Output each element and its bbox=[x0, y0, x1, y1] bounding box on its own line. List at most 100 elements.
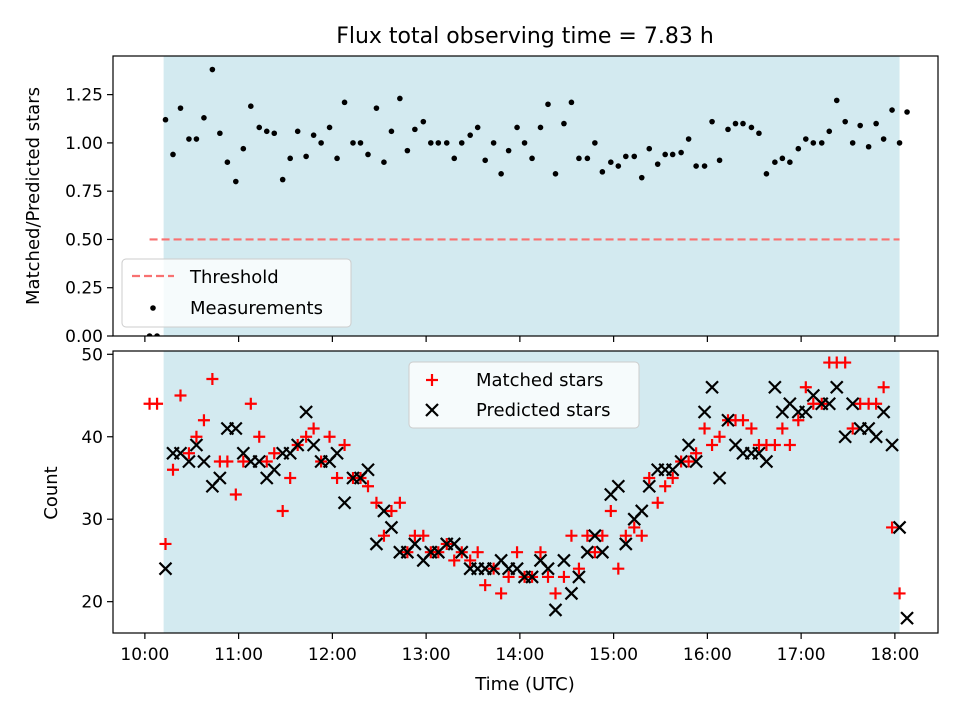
predicted-star-point bbox=[454, 545, 469, 559]
matched-star-point bbox=[229, 488, 242, 501]
matched-star-point bbox=[167, 463, 179, 476]
measurement-point bbox=[162, 116, 169, 123]
measurement-point bbox=[880, 136, 887, 142]
matched-star-point bbox=[237, 455, 250, 468]
predicted-star-point bbox=[306, 438, 321, 452]
measurement-point bbox=[654, 161, 661, 167]
predicted-star-point bbox=[158, 561, 173, 576]
y-tick-label: 0.75 bbox=[65, 182, 103, 202]
matched-star-point bbox=[557, 570, 570, 583]
measurement-point bbox=[669, 151, 676, 158]
measurement-point bbox=[294, 128, 301, 135]
measurement-point bbox=[779, 155, 786, 162]
x-axis-label: Time (UTC) bbox=[474, 674, 575, 695]
predicted-star-point bbox=[674, 454, 688, 469]
predicted-star-point bbox=[838, 429, 852, 444]
predicted-star-point bbox=[557, 553, 571, 568]
predicted-star-point bbox=[697, 405, 712, 419]
measurement-point bbox=[467, 132, 473, 138]
matched-star-point bbox=[393, 496, 406, 509]
matched-star-point bbox=[839, 356, 852, 369]
measurement-point bbox=[693, 163, 699, 169]
measurement-point bbox=[514, 124, 520, 131]
y-tick-label: 0.25 bbox=[65, 279, 103, 299]
matched-star-point bbox=[151, 397, 164, 410]
measurement-point bbox=[186, 136, 192, 142]
ratio-legend-box bbox=[121, 258, 352, 328]
y-tick-label: 1.00 bbox=[65, 134, 103, 154]
measurement-point bbox=[740, 120, 746, 127]
y-tick-label: 1.25 bbox=[65, 86, 103, 106]
predicted-star-point bbox=[541, 561, 555, 576]
measurement-point bbox=[420, 118, 427, 125]
matched-star-point bbox=[331, 471, 344, 484]
x-tick-label: 12:00 bbox=[308, 645, 357, 665]
predicted-star-point bbox=[572, 570, 586, 584]
predicted-star-point bbox=[829, 380, 844, 395]
matched-star-point bbox=[307, 422, 320, 435]
predicted-star-point bbox=[822, 396, 837, 411]
measurement-point bbox=[646, 145, 653, 152]
predicted-star-point bbox=[892, 520, 907, 535]
measurement-point bbox=[685, 136, 692, 142]
measurement-point bbox=[904, 109, 910, 115]
matched-star-point bbox=[792, 414, 805, 427]
measurement-point bbox=[287, 155, 293, 162]
legend-measurements-marker bbox=[150, 305, 156, 311]
matched-star-point bbox=[284, 471, 297, 484]
y-tick-label: 50 bbox=[81, 345, 103, 365]
matched-star-point bbox=[604, 504, 617, 517]
measurement-point bbox=[725, 126, 731, 133]
measurement-point bbox=[576, 155, 582, 162]
predicted-star-point bbox=[876, 405, 891, 419]
matched-star-point bbox=[886, 521, 899, 534]
measurement-point bbox=[545, 101, 551, 108]
measurement-point bbox=[373, 105, 380, 111]
predicted-star-point bbox=[182, 454, 196, 469]
predicted-star-point bbox=[252, 454, 267, 469]
legend-matched-label: Matched stars bbox=[476, 370, 603, 391]
measurement-point bbox=[310, 132, 317, 138]
predicted-star-point bbox=[642, 479, 657, 494]
matched-star-point bbox=[745, 422, 758, 435]
measurement-point bbox=[865, 143, 872, 150]
predicted-star-point bbox=[361, 462, 375, 477]
matched-star-point bbox=[385, 504, 398, 517]
measurement-point bbox=[217, 130, 223, 137]
legend-matched-marker bbox=[426, 374, 438, 386]
measurement-point bbox=[404, 147, 411, 154]
measurement-point bbox=[678, 149, 684, 156]
matched-star-point bbox=[572, 562, 585, 575]
matched-star-point bbox=[338, 439, 351, 451]
matched-star-point bbox=[182, 447, 195, 460]
measurement-point bbox=[631, 153, 638, 160]
measurement-point bbox=[803, 136, 809, 142]
matched-star-point bbox=[870, 397, 883, 410]
measurement-point bbox=[873, 120, 879, 127]
measurement-point bbox=[341, 99, 348, 106]
matched-star-point bbox=[534, 546, 547, 559]
chart-title: Flux total observing time = 7.83 h bbox=[336, 24, 714, 49]
ratio-panel-ylabel: Matched/Predicted stars bbox=[23, 87, 44, 305]
measurement-point bbox=[428, 140, 434, 146]
matched-star-point bbox=[628, 521, 641, 534]
matched-star-point bbox=[417, 529, 430, 542]
matched-star-point bbox=[893, 587, 906, 600]
measurement-point bbox=[826, 128, 833, 135]
matched-star-point bbox=[511, 546, 524, 559]
matched-star-point bbox=[464, 554, 477, 567]
measurement-point bbox=[833, 97, 840, 104]
x-tick-label: 18:00 bbox=[870, 645, 919, 665]
measurement-point bbox=[490, 140, 497, 146]
measurement-point bbox=[146, 333, 153, 336]
matched-star-point bbox=[159, 537, 172, 550]
x-tick-label: 14:00 bbox=[495, 645, 544, 665]
measurement-point bbox=[889, 107, 895, 113]
matched-star-point bbox=[612, 562, 625, 575]
predicted-star-point bbox=[595, 545, 610, 559]
measurement-point bbox=[263, 128, 270, 135]
measurement-point bbox=[810, 140, 817, 146]
y-tick-label: 30 bbox=[81, 510, 103, 530]
matched-star-point bbox=[268, 447, 281, 460]
counts-legend-box bbox=[408, 361, 640, 429]
